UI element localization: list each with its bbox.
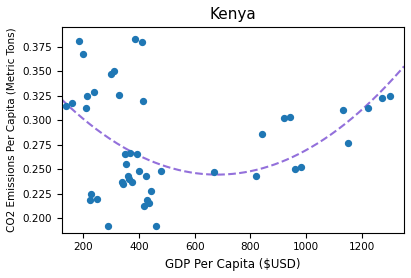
Point bbox=[281, 116, 287, 120]
Point bbox=[83, 106, 89, 111]
Point bbox=[87, 197, 93, 202]
Point bbox=[259, 132, 265, 136]
Point bbox=[110, 69, 117, 74]
Point bbox=[131, 37, 138, 41]
Point bbox=[136, 169, 142, 173]
Point bbox=[365, 105, 371, 110]
Point bbox=[76, 39, 82, 43]
Point bbox=[148, 188, 155, 193]
Point bbox=[141, 204, 148, 208]
Point bbox=[292, 167, 298, 172]
Point bbox=[286, 115, 293, 120]
Point bbox=[91, 90, 97, 94]
Point bbox=[94, 196, 100, 201]
Point bbox=[143, 174, 149, 178]
Point bbox=[345, 140, 351, 145]
Point bbox=[105, 224, 111, 228]
Point bbox=[379, 96, 385, 100]
Point bbox=[158, 169, 164, 173]
Point bbox=[123, 162, 129, 167]
Point bbox=[63, 103, 69, 108]
Y-axis label: CO2 Emissions Per Capita (Metric Tons): CO2 Emissions Per Capita (Metric Tons) bbox=[7, 28, 17, 232]
Point bbox=[119, 180, 125, 184]
Point bbox=[134, 152, 141, 157]
Point bbox=[80, 51, 86, 56]
Point bbox=[387, 94, 393, 98]
Point bbox=[253, 174, 259, 178]
Point bbox=[108, 72, 114, 76]
Point bbox=[116, 93, 122, 97]
Point bbox=[140, 98, 146, 103]
Point bbox=[124, 174, 131, 178]
X-axis label: GDP Per Capita ($USD): GDP Per Capita ($USD) bbox=[165, 258, 301, 271]
Point bbox=[339, 108, 346, 113]
Point bbox=[69, 100, 75, 105]
Point bbox=[145, 201, 152, 206]
Title: Kenya: Kenya bbox=[210, 7, 256, 22]
Point bbox=[298, 165, 304, 169]
Point bbox=[211, 170, 217, 174]
Point bbox=[127, 150, 134, 155]
Point bbox=[120, 182, 127, 186]
Point bbox=[88, 192, 95, 196]
Point bbox=[129, 180, 135, 184]
Point bbox=[152, 224, 159, 228]
Point bbox=[138, 40, 145, 44]
Point bbox=[126, 177, 132, 181]
Point bbox=[144, 198, 150, 203]
Point bbox=[84, 94, 90, 98]
Point bbox=[122, 152, 128, 157]
